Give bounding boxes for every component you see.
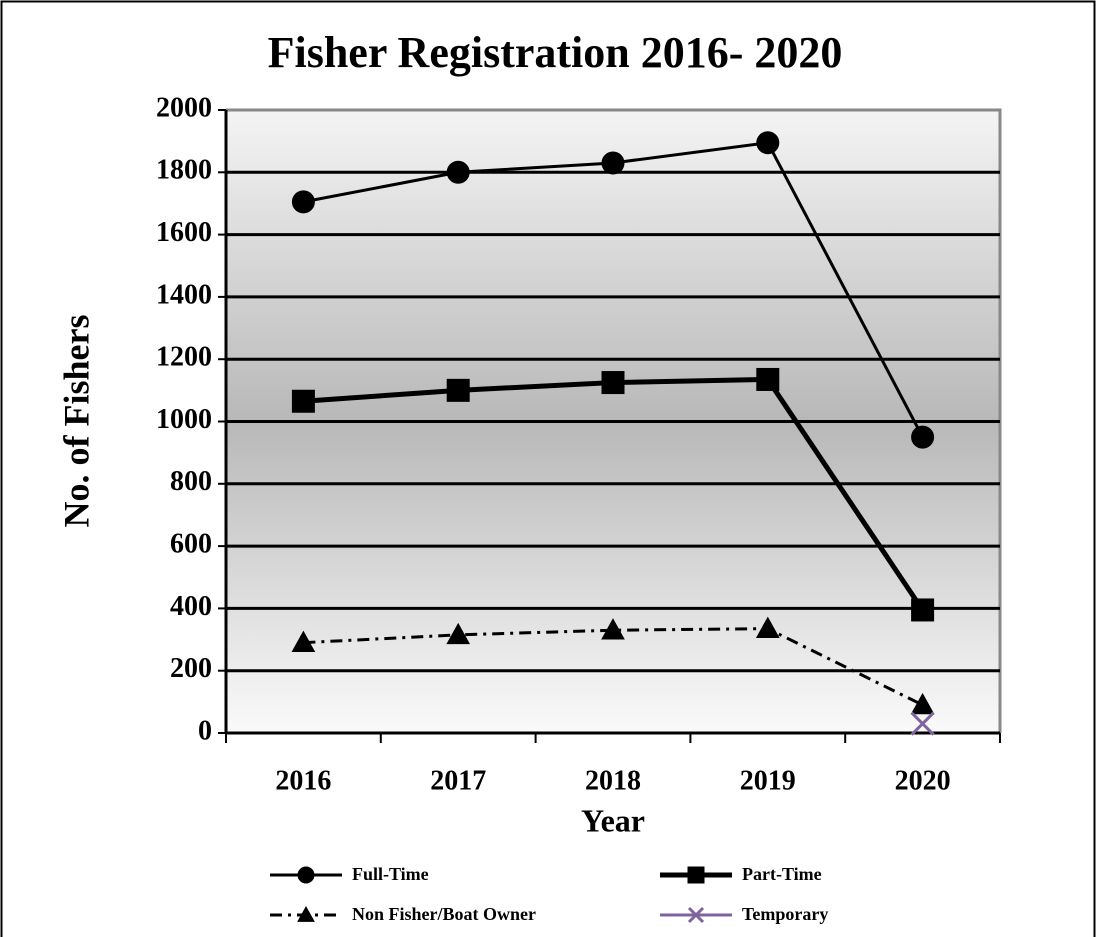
marker — [756, 367, 780, 391]
y-tick-label: 0 — [198, 715, 212, 746]
marker — [910, 711, 935, 736]
legend-label: Full-Time — [352, 864, 429, 884]
y-tick-label: 200 — [170, 653, 212, 684]
marker — [446, 378, 470, 402]
marker — [601, 151, 625, 175]
marker — [601, 618, 625, 640]
y-tick-label: 800 — [170, 466, 212, 497]
series-line — [303, 627, 924, 707]
chart-title: Fisher Registration 2016- 2020 — [268, 28, 843, 77]
y-tick-label: 400 — [170, 591, 212, 622]
y-tick-label: 1600 — [156, 217, 212, 248]
legend-label: Temporary — [742, 904, 828, 924]
x-tick-label: 2018 — [585, 765, 641, 796]
marker — [911, 598, 935, 622]
x-tick-label: 2017 — [430, 765, 486, 796]
marker — [446, 622, 471, 645]
marker — [291, 630, 316, 652]
y-tick-label: 600 — [170, 529, 212, 560]
marker — [297, 905, 315, 922]
y-tick-label: 1800 — [156, 155, 212, 186]
x-tick-label: 2020 — [895, 765, 951, 796]
marker — [910, 692, 935, 715]
marker — [601, 371, 625, 395]
marker — [755, 616, 780, 638]
x-tick-label: 2019 — [740, 765, 796, 796]
marker — [291, 190, 315, 214]
y-tick-label: 1400 — [156, 279, 212, 310]
marker — [291, 389, 315, 413]
legend-label: Non Fisher/Boat Owner — [352, 904, 536, 924]
marker — [756, 131, 780, 155]
y-tick-label: 1200 — [156, 342, 212, 373]
x-tick-label: 2016 — [275, 765, 331, 796]
marker — [911, 425, 935, 449]
marker — [446, 160, 470, 184]
marker — [687, 906, 705, 924]
y-axis-label: No. of Fishers — [56, 315, 96, 528]
y-tick-label: 2000 — [156, 92, 212, 123]
x-axis-label: Year — [581, 802, 645, 838]
marker — [687, 866, 705, 884]
marker — [297, 866, 315, 884]
legend-label: Part-Time — [742, 864, 822, 884]
y-tick-label: 1000 — [156, 404, 212, 435]
plot-border — [226, 108, 1002, 733]
